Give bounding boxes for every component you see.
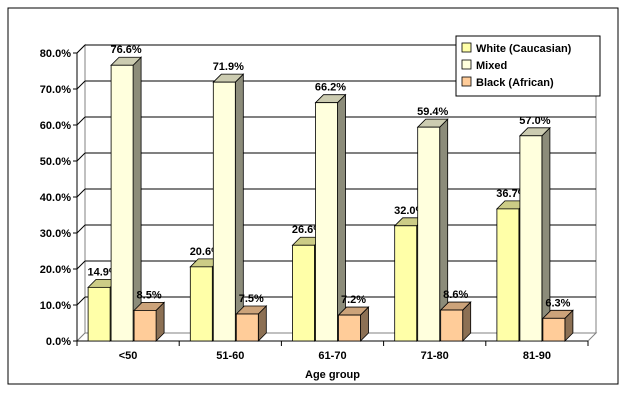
bar [235,313,259,342]
y-tick-label: 60.0% [40,120,71,132]
bar [417,126,441,342]
y-tick-label: 10.0% [40,300,71,312]
gridline-side [76,80,86,90]
bar [87,286,111,342]
x-axis-title: Age group [305,369,360,381]
bar [519,135,543,342]
gridline-side [76,152,86,162]
x-tick-label: 81-90 [523,350,551,362]
y-tick-label: 40.0% [40,192,71,204]
data-label: 7.5% [239,293,264,305]
bar [292,244,315,342]
bar [212,81,236,342]
gridline-side [76,260,86,270]
data-label: 8.5% [137,289,162,301]
y-tick-label: 30.0% [40,228,71,240]
legend-label: White (Caucasian) [476,43,572,55]
legend-swatch [461,59,472,70]
gridline-side [76,224,86,234]
data-label: 8.6% [443,289,468,301]
y-tick-label: 70.0% [40,84,71,96]
gridline-side [76,116,86,126]
bar [110,64,134,342]
data-label: 76.6% [110,44,141,56]
data-label: 6.3% [545,297,570,309]
bar [189,266,213,342]
bar [338,314,361,342]
legend-label: Mixed [476,60,507,72]
legend [455,35,601,97]
legend-swatch [461,76,472,87]
y-tick-label: 0.0% [46,336,71,348]
legend-swatch [461,42,472,53]
y-tick-label: 20.0% [40,264,71,276]
gridline-side [76,44,86,54]
y-tick-label: 80.0% [40,48,71,60]
gridline-side [76,188,86,198]
y-tick-label: 50.0% [40,156,71,168]
x-tick-label: 71-80 [421,350,449,362]
data-label: 59.4% [417,106,448,118]
bar [496,208,520,342]
bar [542,317,566,342]
bar [394,225,418,342]
x-tick-label: <50 [119,350,138,362]
gridline-side [76,296,86,306]
bar [440,309,464,342]
x-tick-label: 51-60 [216,350,244,362]
data-label: 57.0% [519,115,550,127]
data-label: 66.2% [315,82,346,94]
data-label: 71.9% [213,61,244,73]
data-label: 7.2% [341,294,366,306]
bar [315,102,338,342]
bar [133,309,157,342]
x-tick-label: 61-70 [318,350,346,362]
legend-label: Black (African) [476,77,554,89]
